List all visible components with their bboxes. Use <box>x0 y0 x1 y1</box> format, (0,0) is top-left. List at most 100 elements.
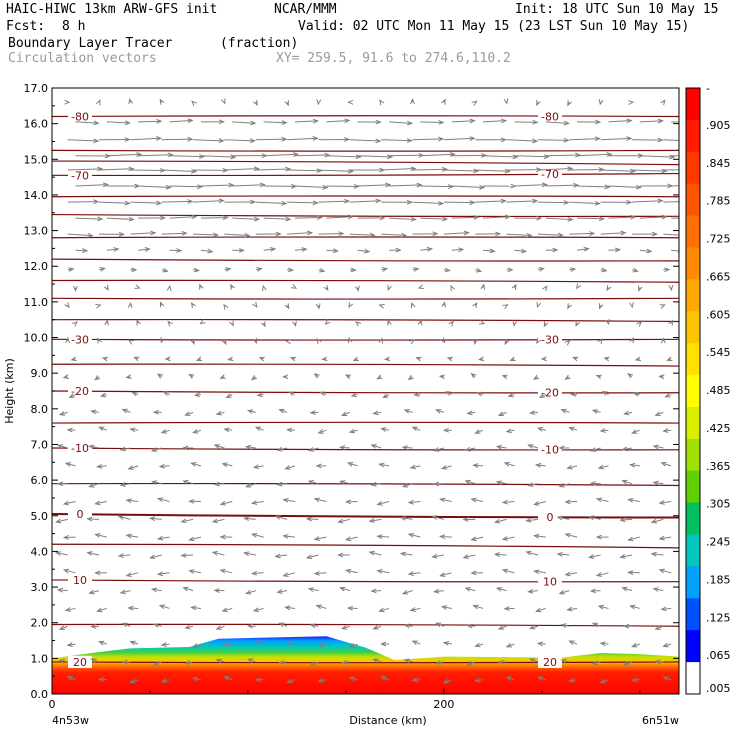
wind-vector-head <box>598 216 605 222</box>
wind-vector <box>314 536 327 540</box>
wind-vector <box>318 679 327 682</box>
wind-vector-head <box>152 661 160 666</box>
wind-vector <box>451 120 475 123</box>
wind-vector-head <box>606 284 612 292</box>
wind-vector <box>388 217 416 220</box>
wind-vector <box>600 232 626 235</box>
wind-vector-head <box>355 285 360 292</box>
colorbar-label: .545 <box>706 346 731 359</box>
wind-vector <box>631 200 663 203</box>
wind-vector-head <box>344 499 352 505</box>
wind-vector-head <box>533 501 540 506</box>
wind-vector <box>600 137 632 141</box>
wind-vector-head <box>180 518 187 524</box>
wind-vector-head <box>88 444 95 450</box>
wind-vector-head <box>282 374 289 380</box>
wind-vector <box>128 465 139 470</box>
wind-vector-head <box>103 284 109 292</box>
wind-vector <box>212 518 225 523</box>
wind-vector-head <box>464 586 471 592</box>
wind-vector-head <box>646 248 653 254</box>
wind-vector <box>436 622 445 627</box>
wind-vector-head <box>500 137 507 143</box>
wind-vector-head <box>442 216 449 222</box>
colorbar-label: - <box>706 82 710 95</box>
wind-vector-head <box>376 534 383 540</box>
wind-vector-head <box>344 137 351 142</box>
wind-vector <box>294 248 307 251</box>
wind-vector-head <box>127 339 134 345</box>
wind-vector-head <box>527 482 534 488</box>
wind-vector-head <box>634 356 642 362</box>
wind-vector-head <box>431 515 438 520</box>
wind-vector-head <box>532 138 539 144</box>
wind-vector-head <box>119 482 126 487</box>
wind-vector <box>402 590 413 595</box>
wind-vector <box>277 483 288 486</box>
wind-vector-head <box>94 375 101 381</box>
wind-vector-head <box>167 152 174 158</box>
wind-vector-head <box>370 588 377 594</box>
wind-vector <box>224 139 255 142</box>
wind-vector <box>381 233 406 236</box>
contour-label: -70 <box>71 169 89 182</box>
wind-vector <box>326 249 338 252</box>
wind-vector-head <box>276 481 283 487</box>
wind-vector-head <box>348 643 356 648</box>
wind-vector-head <box>136 319 141 326</box>
colorbar-swatch <box>686 119 700 153</box>
wind-vector <box>294 185 328 189</box>
wind-vector-head <box>598 167 605 172</box>
wind-vector-head <box>317 678 324 683</box>
wind-vector-head <box>104 319 110 326</box>
y-tick-label: 8.0 <box>31 403 49 416</box>
wind-vector-head <box>97 337 102 344</box>
wind-vector <box>277 447 288 451</box>
wind-vector-head <box>597 604 604 610</box>
wind-vector <box>569 201 600 205</box>
wind-vector-head <box>660 461 667 467</box>
contour-line <box>52 661 679 664</box>
wind-vector-head <box>211 550 219 556</box>
wind-vector-head <box>278 408 285 414</box>
colorbar-swatch <box>686 534 700 567</box>
wind-vector-head <box>90 624 97 629</box>
wind-vector <box>224 168 259 171</box>
wind-vector-head <box>315 463 322 469</box>
wind-vector-head <box>595 374 602 380</box>
wind-vector-head <box>287 267 295 273</box>
wind-vector <box>632 643 640 648</box>
wind-vector <box>263 153 298 157</box>
wind-vector-head <box>536 99 541 107</box>
wind-vector-head <box>470 536 477 542</box>
wind-vector <box>342 625 350 630</box>
contour-label: -20 <box>71 385 89 398</box>
contour-label: 20 <box>73 656 87 669</box>
wind-vector <box>410 607 421 611</box>
wind-vector-head <box>338 231 345 237</box>
wind-vector <box>502 501 515 504</box>
forecast-label: Fcst: <box>6 19 46 34</box>
wind-vector-head <box>213 444 220 449</box>
wind-vector-head <box>507 267 514 273</box>
wind-vector <box>497 446 507 449</box>
wind-vector-head <box>65 336 70 344</box>
wind-vector-head <box>417 284 424 290</box>
wind-vector <box>402 446 413 449</box>
contour-line <box>52 579 679 583</box>
wind-vector-head <box>292 152 300 157</box>
wind-vector-head <box>411 677 418 683</box>
wind-vector <box>577 185 610 188</box>
wind-vector <box>432 516 444 520</box>
tracer-area <box>52 636 679 694</box>
wind-vector-head <box>344 118 351 124</box>
wind-vector-head <box>662 642 669 648</box>
wind-vector <box>87 552 100 556</box>
contour-label-bg <box>68 573 92 586</box>
wind-vector <box>216 411 225 415</box>
wind-vector-head <box>591 660 599 666</box>
wind-vector <box>440 572 452 577</box>
wind-vector <box>420 185 453 188</box>
y-tick-label: 15.0 <box>24 153 49 166</box>
contour-label-bg <box>68 333 92 346</box>
